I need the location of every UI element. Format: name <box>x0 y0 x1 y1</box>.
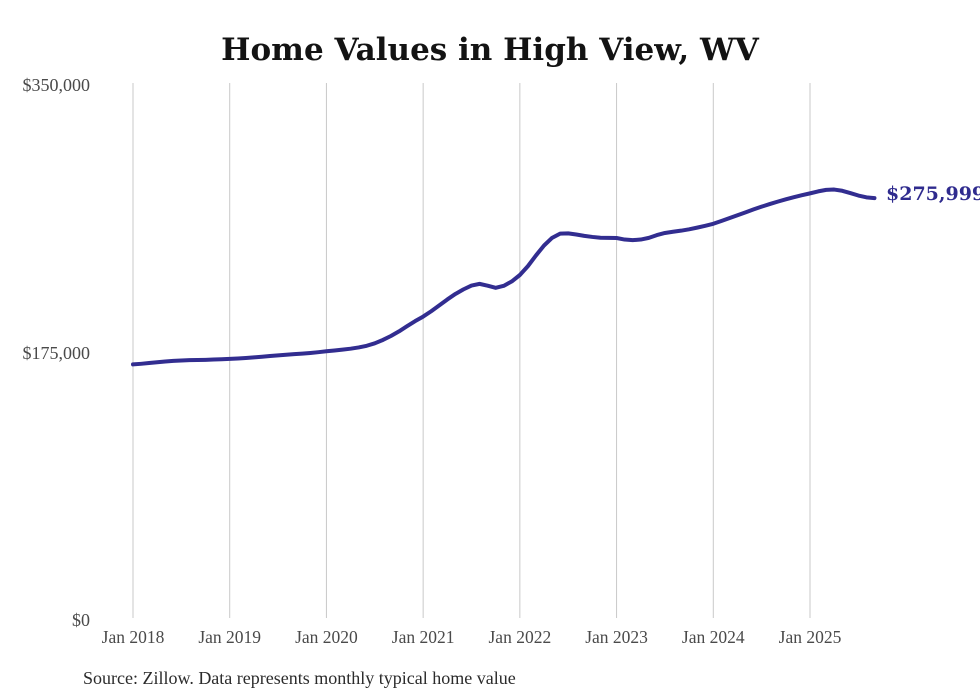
gridlines-group <box>132 83 811 618</box>
x-tick-label: Jan 2022 <box>489 627 552 647</box>
y-tick-350000: $350,000 <box>23 75 91 95</box>
x-tick-label: Jan 2019 <box>198 627 261 647</box>
chart-title: Home Values in High View, WV <box>221 32 760 68</box>
source-note: Source: Zillow. Data represents monthly … <box>83 668 516 688</box>
y-tick-0: $0 <box>72 610 90 630</box>
end-value-label: $275,999 <box>886 183 980 205</box>
x-tick-label: Jan 2021 <box>392 627 455 647</box>
x-tick-label: Jan 2024 <box>682 627 745 647</box>
home-value-line <box>131 187 877 367</box>
y-tick-175000: $175,000 <box>23 343 91 363</box>
x-axis-labels: Jan 2018 Jan 2019 Jan 2020 Jan 2021 Jan 2022… <box>102 627 842 647</box>
x-tick-label: Jan 2025 <box>779 627 842 647</box>
x-tick-label: Jan 2018 <box>102 627 165 647</box>
x-tick-label: Jan 2023 <box>585 627 648 647</box>
x-tick-label: Jan 2020 <box>295 627 358 647</box>
y-axis-labels: $350,000 $175,000 $0 <box>23 75 91 630</box>
